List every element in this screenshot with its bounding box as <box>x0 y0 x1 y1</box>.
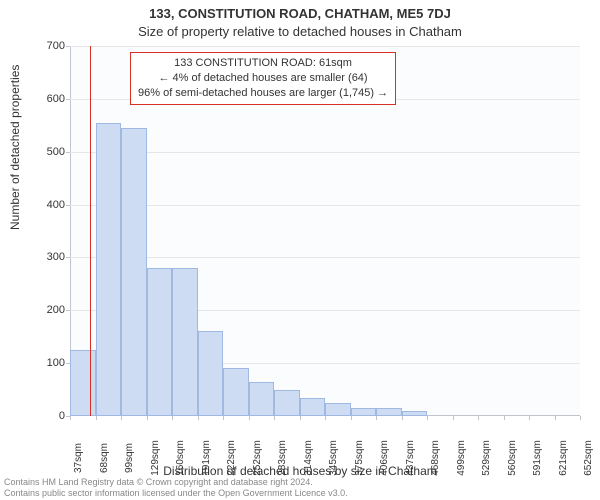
y-tick-mark <box>66 257 70 258</box>
annotation-line2: ← 4% of detached houses are smaller (64) <box>138 71 388 86</box>
histogram-bar <box>300 398 326 417</box>
gridline <box>70 205 580 206</box>
x-tick-mark <box>223 416 224 420</box>
x-tick-mark <box>300 416 301 420</box>
x-tick-mark <box>70 416 71 420</box>
chart-container: 133, CONSTITUTION ROAD, CHATHAM, ME5 7DJ… <box>0 0 600 500</box>
x-tick-mark <box>427 416 428 420</box>
y-tick-label: 300 <box>35 251 65 263</box>
histogram-bar <box>70 350 96 416</box>
histogram-bar <box>325 403 351 416</box>
x-axis-title: Distribution of detached houses by size … <box>0 464 600 478</box>
x-tick-mark <box>580 416 581 420</box>
x-tick-mark <box>402 416 403 420</box>
footer-attribution: Contains HM Land Registry data © Crown c… <box>4 477 348 498</box>
y-tick-mark <box>66 46 70 47</box>
histogram-bar <box>249 382 275 416</box>
page-title: 133, CONSTITUTION ROAD, CHATHAM, ME5 7DJ <box>0 6 600 21</box>
y-tick-mark <box>66 152 70 153</box>
y-tick-label: 400 <box>35 199 65 211</box>
y-tick-mark <box>66 363 70 364</box>
x-tick-mark <box>172 416 173 420</box>
histogram-bar <box>274 390 300 416</box>
gridline <box>70 152 580 153</box>
annotation-box: 133 CONSTITUTION ROAD: 61sqm ← 4% of det… <box>130 52 396 105</box>
x-tick-mark <box>274 416 275 420</box>
histogram-bar <box>172 268 198 416</box>
footer-line1: Contains HM Land Registry data © Crown c… <box>4 477 348 487</box>
histogram-bar <box>198 331 224 416</box>
x-tick-mark <box>249 416 250 420</box>
gridline <box>70 257 580 258</box>
x-tick-mark <box>478 416 479 420</box>
x-tick-mark <box>96 416 97 420</box>
y-tick-mark <box>66 205 70 206</box>
histogram-bar <box>376 408 402 416</box>
histogram-bar <box>96 123 122 416</box>
x-tick-mark <box>325 416 326 420</box>
y-tick-mark <box>66 310 70 311</box>
annotation-line3: 96% of semi-detached houses are larger (… <box>138 86 388 101</box>
y-tick-label: 0 <box>35 410 65 422</box>
x-tick-mark <box>121 416 122 420</box>
y-tick-label: 700 <box>35 40 65 52</box>
histogram-bar <box>402 411 428 416</box>
y-tick-label: 100 <box>35 357 65 369</box>
annotation-line1: 133 CONSTITUTION ROAD: 61sqm <box>138 56 388 71</box>
page-subtitle: Size of property relative to detached ho… <box>0 24 600 39</box>
x-tick-mark <box>529 416 530 420</box>
x-tick-mark <box>198 416 199 420</box>
footer-line2: Contains public sector information licen… <box>4 488 348 498</box>
x-tick-mark <box>376 416 377 420</box>
y-tick-label: 600 <box>35 93 65 105</box>
plot-area: 133 CONSTITUTION ROAD: 61sqm ← 4% of det… <box>70 46 580 416</box>
x-tick-mark <box>351 416 352 420</box>
y-tick-mark <box>66 99 70 100</box>
histogram-bar <box>121 128 147 416</box>
x-tick-mark <box>504 416 505 420</box>
x-tick-mark <box>453 416 454 420</box>
y-tick-label: 500 <box>35 146 65 158</box>
histogram-bar <box>223 368 249 416</box>
x-tick-mark <box>147 416 148 420</box>
gridline <box>70 46 580 47</box>
property-marker-line <box>90 46 91 416</box>
x-tick-mark <box>555 416 556 420</box>
y-tick-label: 200 <box>35 304 65 316</box>
histogram-bar <box>351 408 377 416</box>
y-axis-title: Number of detached properties <box>8 65 22 230</box>
histogram-bar <box>147 268 173 416</box>
